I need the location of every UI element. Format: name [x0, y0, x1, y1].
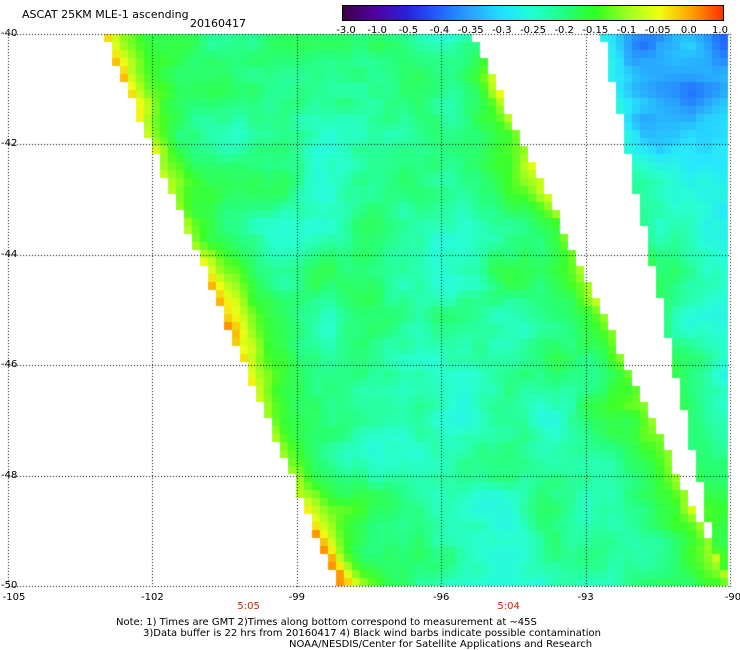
lon-tick-label: -90 [724, 592, 740, 603]
map-date: 20160417 [190, 17, 246, 30]
colorbar-label: -0.2 [554, 25, 574, 36]
lat-tick-label: -42 [1, 138, 18, 150]
lat-tick-label: -48 [1, 469, 18, 481]
lat-tick-label: -40 [1, 28, 18, 39]
colorbar-label: -0.25 [520, 25, 546, 36]
colorbar [342, 5, 724, 21]
map-title: ASCAT 25KM MLE-1 ascending [22, 8, 189, 21]
lon-tick-label: -99 [288, 592, 305, 603]
colorbar-label: -0.35 [457, 25, 484, 36]
colorbar-label: 0.0 [680, 25, 697, 36]
colorbar-label: -0.5 [398, 25, 419, 36]
lat-tick-label: -44 [1, 248, 18, 260]
colorbar-label: -0.15 [582, 25, 609, 36]
colorbar-label: -0.4 [429, 25, 450, 36]
note-line-1: Note: 1) Times are GMT 2)Times along bot… [116, 617, 537, 628]
colorbar-label: -1.0 [367, 25, 387, 36]
lon-tick-label: -105 [2, 592, 26, 603]
lat-tick-label: -46 [1, 359, 18, 371]
lon-tick-label: -93 [577, 592, 594, 603]
lon-tick-label: -96 [433, 592, 450, 603]
colorbar-label: -3.0 [336, 25, 356, 36]
swath-time-label: 5:04 [497, 601, 520, 612]
colorbar-label: -0.05 [644, 25, 671, 36]
lon-tick-label: -102 [141, 592, 164, 603]
colorbar-label: -0.3 [492, 25, 512, 36]
note-line-2: 3)Data buffer is 22 hrs from 20160417 4)… [143, 628, 601, 639]
lat-tick-label: -50 [1, 580, 18, 591]
swath-time-label: 5:05 [237, 601, 260, 612]
note-line-3: NOAA/NESDIS/Center for Satellite Applica… [289, 639, 593, 650]
colorbar-label: 1.0 [712, 25, 728, 36]
colorbar-label: -0.1 [616, 25, 637, 36]
